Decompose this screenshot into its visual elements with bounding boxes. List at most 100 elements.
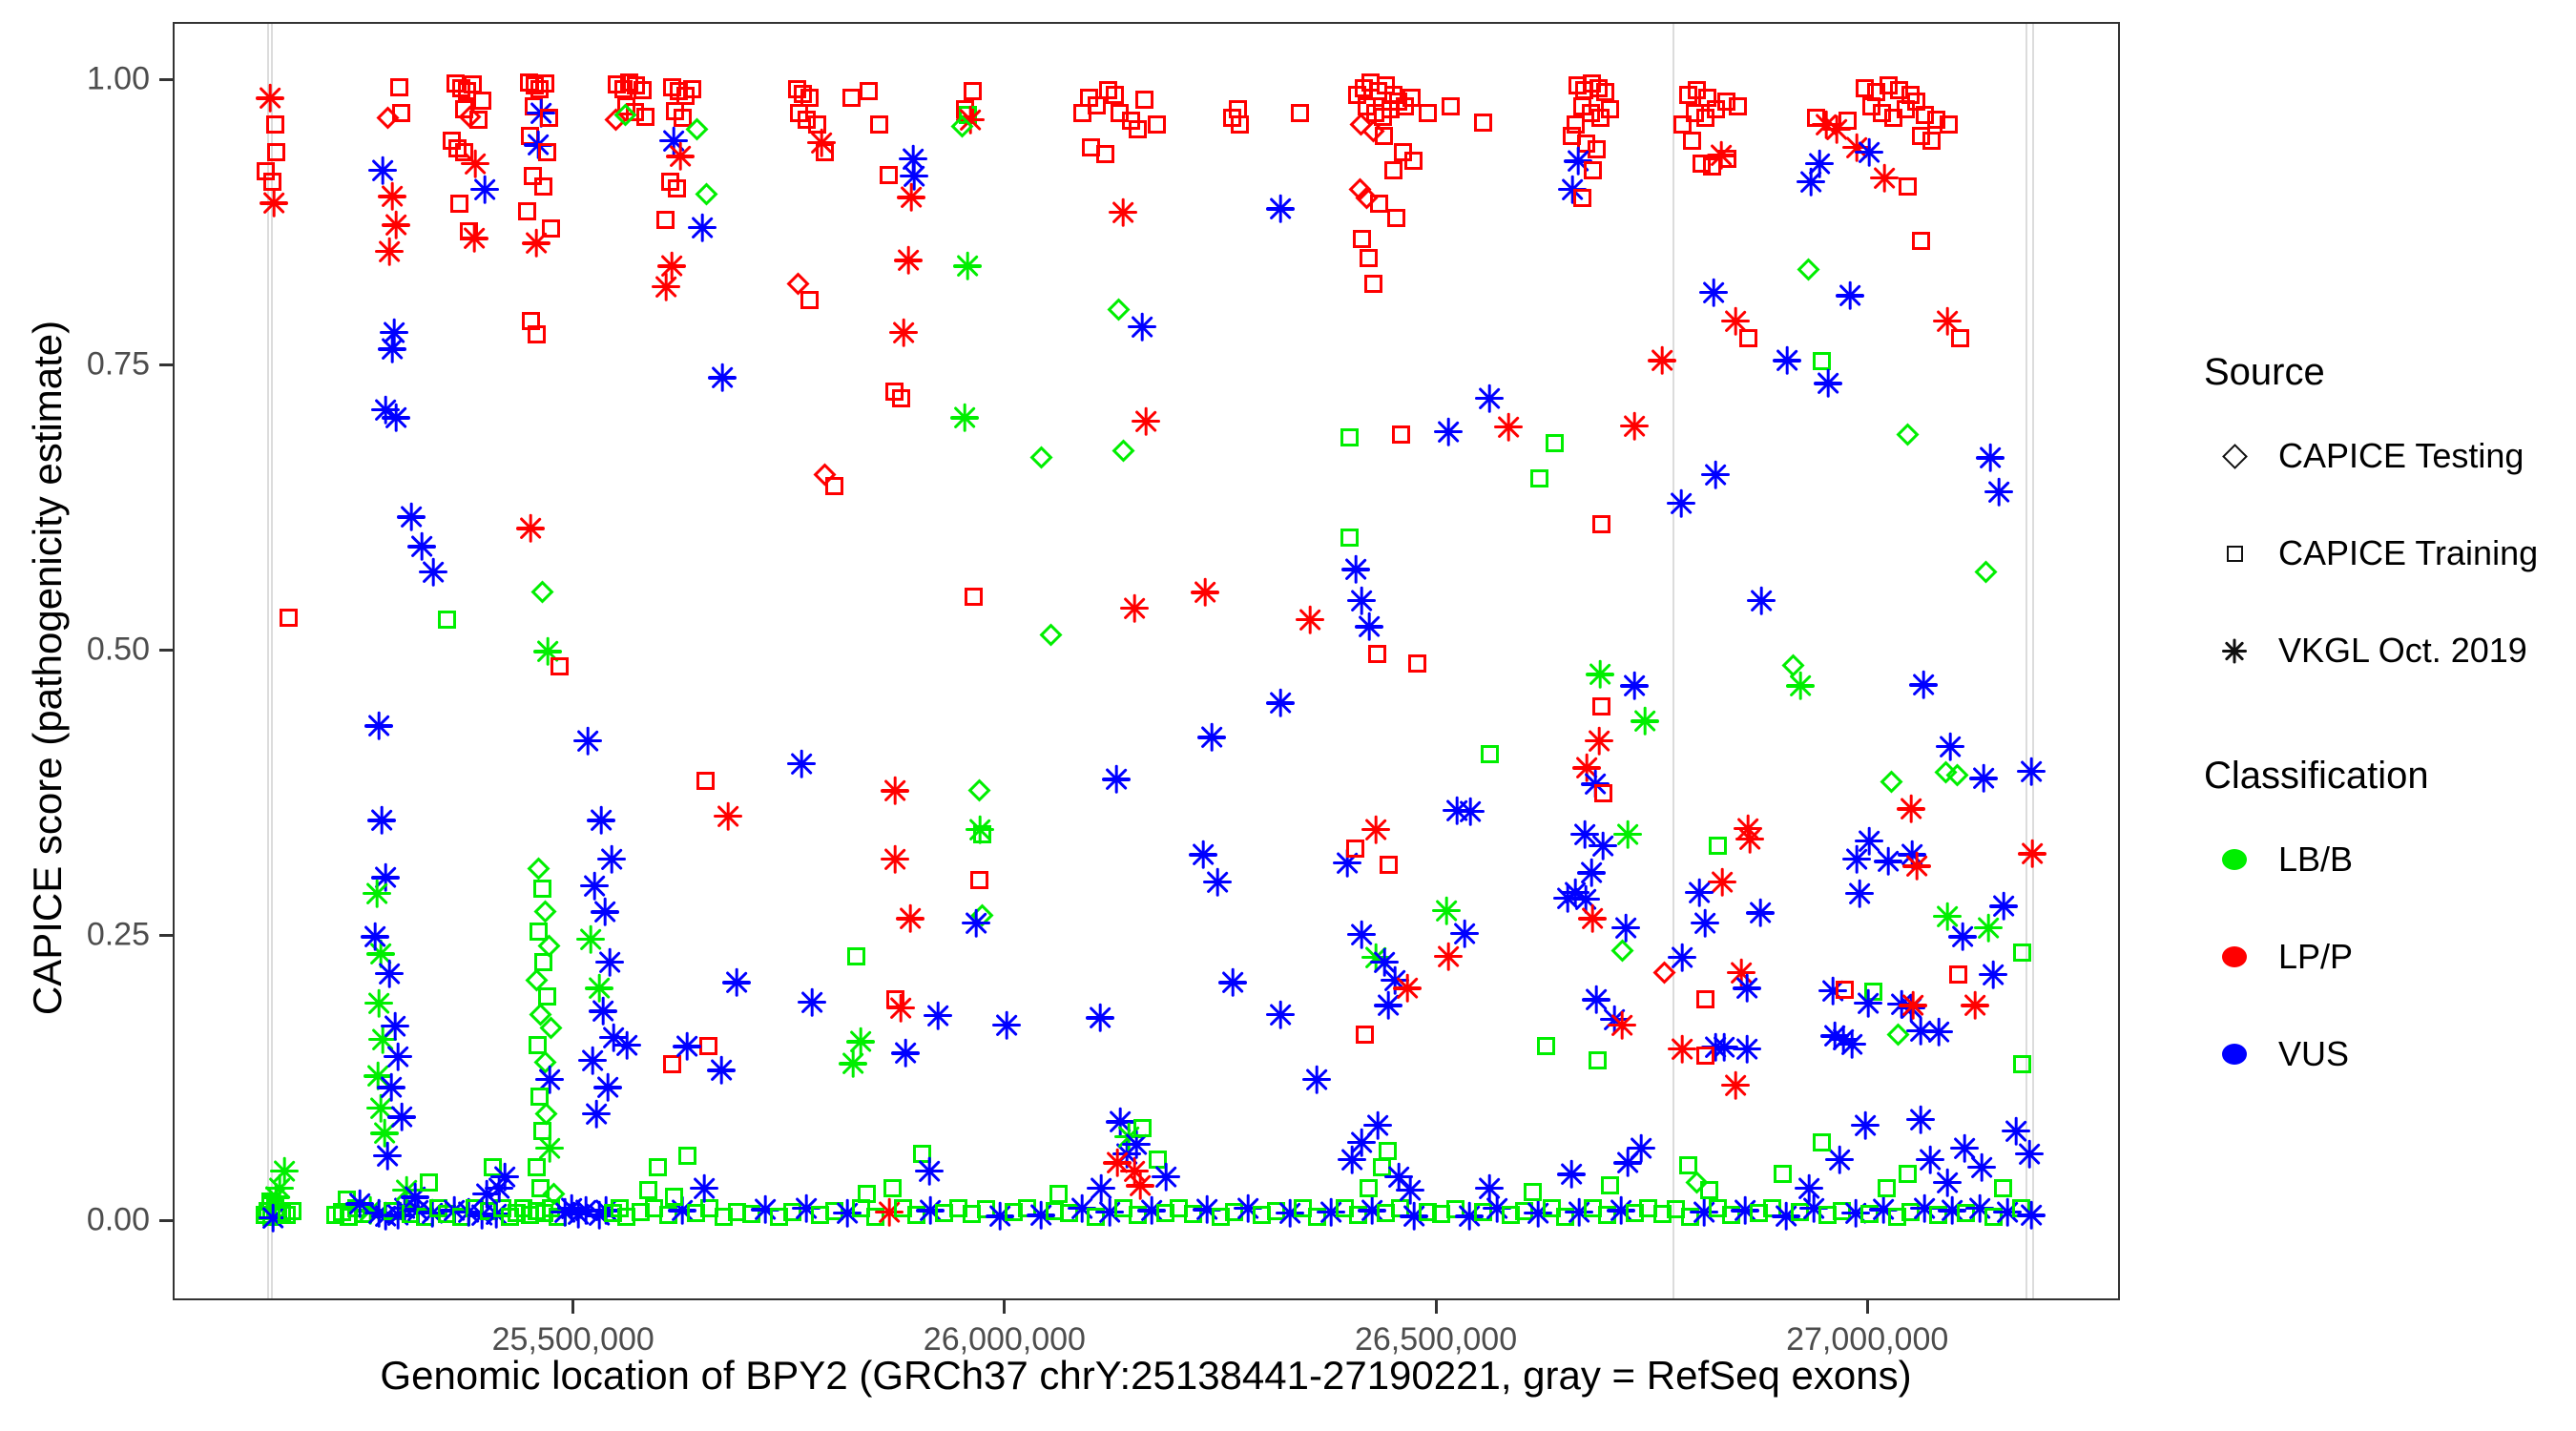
data-point	[1898, 840, 1927, 870]
data-point	[1393, 973, 1423, 1003]
data-point	[1673, 114, 1693, 134]
data-point	[419, 1172, 438, 1192]
data-point	[1749, 1203, 1768, 1222]
data-point	[1695, 1046, 1714, 1065]
data-point	[1407, 653, 1426, 673]
data-point	[1375, 126, 1394, 145]
data-point	[1818, 976, 1848, 1006]
data-point	[656, 211, 675, 230]
data-point	[1514, 1201, 1533, 1220]
data-point	[517, 201, 536, 220]
data-point	[259, 1203, 288, 1233]
data-point	[1340, 427, 1360, 446]
data-point	[1046, 1201, 1065, 1220]
data-point	[816, 142, 835, 161]
data-point	[2001, 1116, 2030, 1146]
data-point	[1896, 423, 1920, 446]
data-point	[1368, 644, 1387, 663]
data-point	[588, 996, 617, 1026]
data-point	[401, 1182, 430, 1212]
legend-item-lbb: LB/B	[2204, 824, 2566, 895]
data-point	[1689, 1197, 1718, 1227]
data-point	[658, 126, 688, 156]
data-point	[683, 79, 702, 98]
data-point	[1347, 920, 1377, 949]
data-point	[534, 1133, 564, 1163]
data-point	[963, 1205, 982, 1224]
data-point	[1620, 671, 1650, 700]
data-point	[1901, 851, 1931, 881]
data-point	[690, 1173, 719, 1203]
data-point	[1572, 754, 1602, 783]
data-point	[599, 1023, 629, 1052]
data-point	[1729, 96, 1748, 115]
data-point	[651, 272, 680, 301]
data-point	[1345, 840, 1364, 859]
data-point	[536, 73, 555, 93]
data-point	[538, 142, 557, 161]
data-point	[1586, 660, 1615, 690]
data-point	[991, 1010, 1021, 1040]
data-point	[1947, 923, 1977, 952]
x-tick-label: 26,500,000	[1354, 1321, 1518, 1358]
data-point	[406, 532, 436, 562]
data-point	[1718, 149, 1737, 168]
data-point	[1840, 1198, 1870, 1228]
data-point	[1732, 1034, 1761, 1064]
legend: Source CAPICE Testing CAPICE Training VK…	[2204, 351, 2566, 1116]
data-point	[708, 363, 737, 393]
data-point	[649, 1158, 668, 1177]
data-point	[1850, 1110, 1880, 1140]
data-point	[1360, 248, 1379, 267]
data-point	[1029, 446, 1053, 469]
data-point	[1601, 1176, 1620, 1195]
data-point	[1369, 947, 1399, 977]
legend-item-label: VUS	[2278, 1034, 2350, 1073]
data-point	[666, 142, 696, 172]
data-point	[914, 1156, 944, 1186]
data-point	[1601, 100, 1620, 119]
data-point	[378, 335, 407, 364]
data-point	[1855, 137, 1884, 167]
data-point	[1133, 1119, 1153, 1138]
data-point	[364, 988, 394, 1018]
data-point	[1794, 1173, 1823, 1203]
data-point	[1380, 856, 1398, 875]
data-point	[1217, 967, 1247, 997]
data-point	[1820, 1022, 1850, 1051]
data-point	[2018, 839, 2047, 868]
data-point	[1984, 477, 2013, 507]
data-point	[1915, 1145, 1944, 1174]
data-point	[1773, 346, 1802, 376]
data-point	[1119, 593, 1149, 623]
refseq-exon-line	[2025, 24, 2028, 1298]
data-point	[1581, 104, 1600, 123]
data-point	[344, 1189, 374, 1218]
data-point	[1347, 586, 1377, 615]
data-point	[1841, 844, 1871, 874]
data-point	[1340, 528, 1360, 547]
data-point	[857, 1184, 876, 1203]
data-point	[266, 114, 285, 134]
data-point	[1877, 1178, 1896, 1197]
data-point	[707, 1056, 737, 1086]
data-point	[665, 1188, 684, 1207]
data-point	[1812, 351, 1831, 370]
x-tick-mark	[1865, 1300, 1869, 1314]
data-point	[1845, 879, 1875, 908]
data-point	[1911, 126, 1930, 145]
data-point	[1096, 145, 1115, 164]
data-point	[1152, 1162, 1181, 1192]
data-point	[1592, 696, 1611, 716]
data-point	[1774, 1165, 1793, 1184]
data-point	[800, 89, 820, 108]
data-point	[530, 79, 550, 98]
data-point	[1868, 1194, 1898, 1224]
data-point	[1068, 1193, 1097, 1223]
data-point	[366, 940, 396, 969]
data-point	[1811, 110, 1840, 139]
data-point	[370, 862, 400, 892]
data-point	[1932, 1168, 1962, 1197]
data-point	[1721, 306, 1751, 336]
diamond-icon	[2204, 437, 2265, 475]
